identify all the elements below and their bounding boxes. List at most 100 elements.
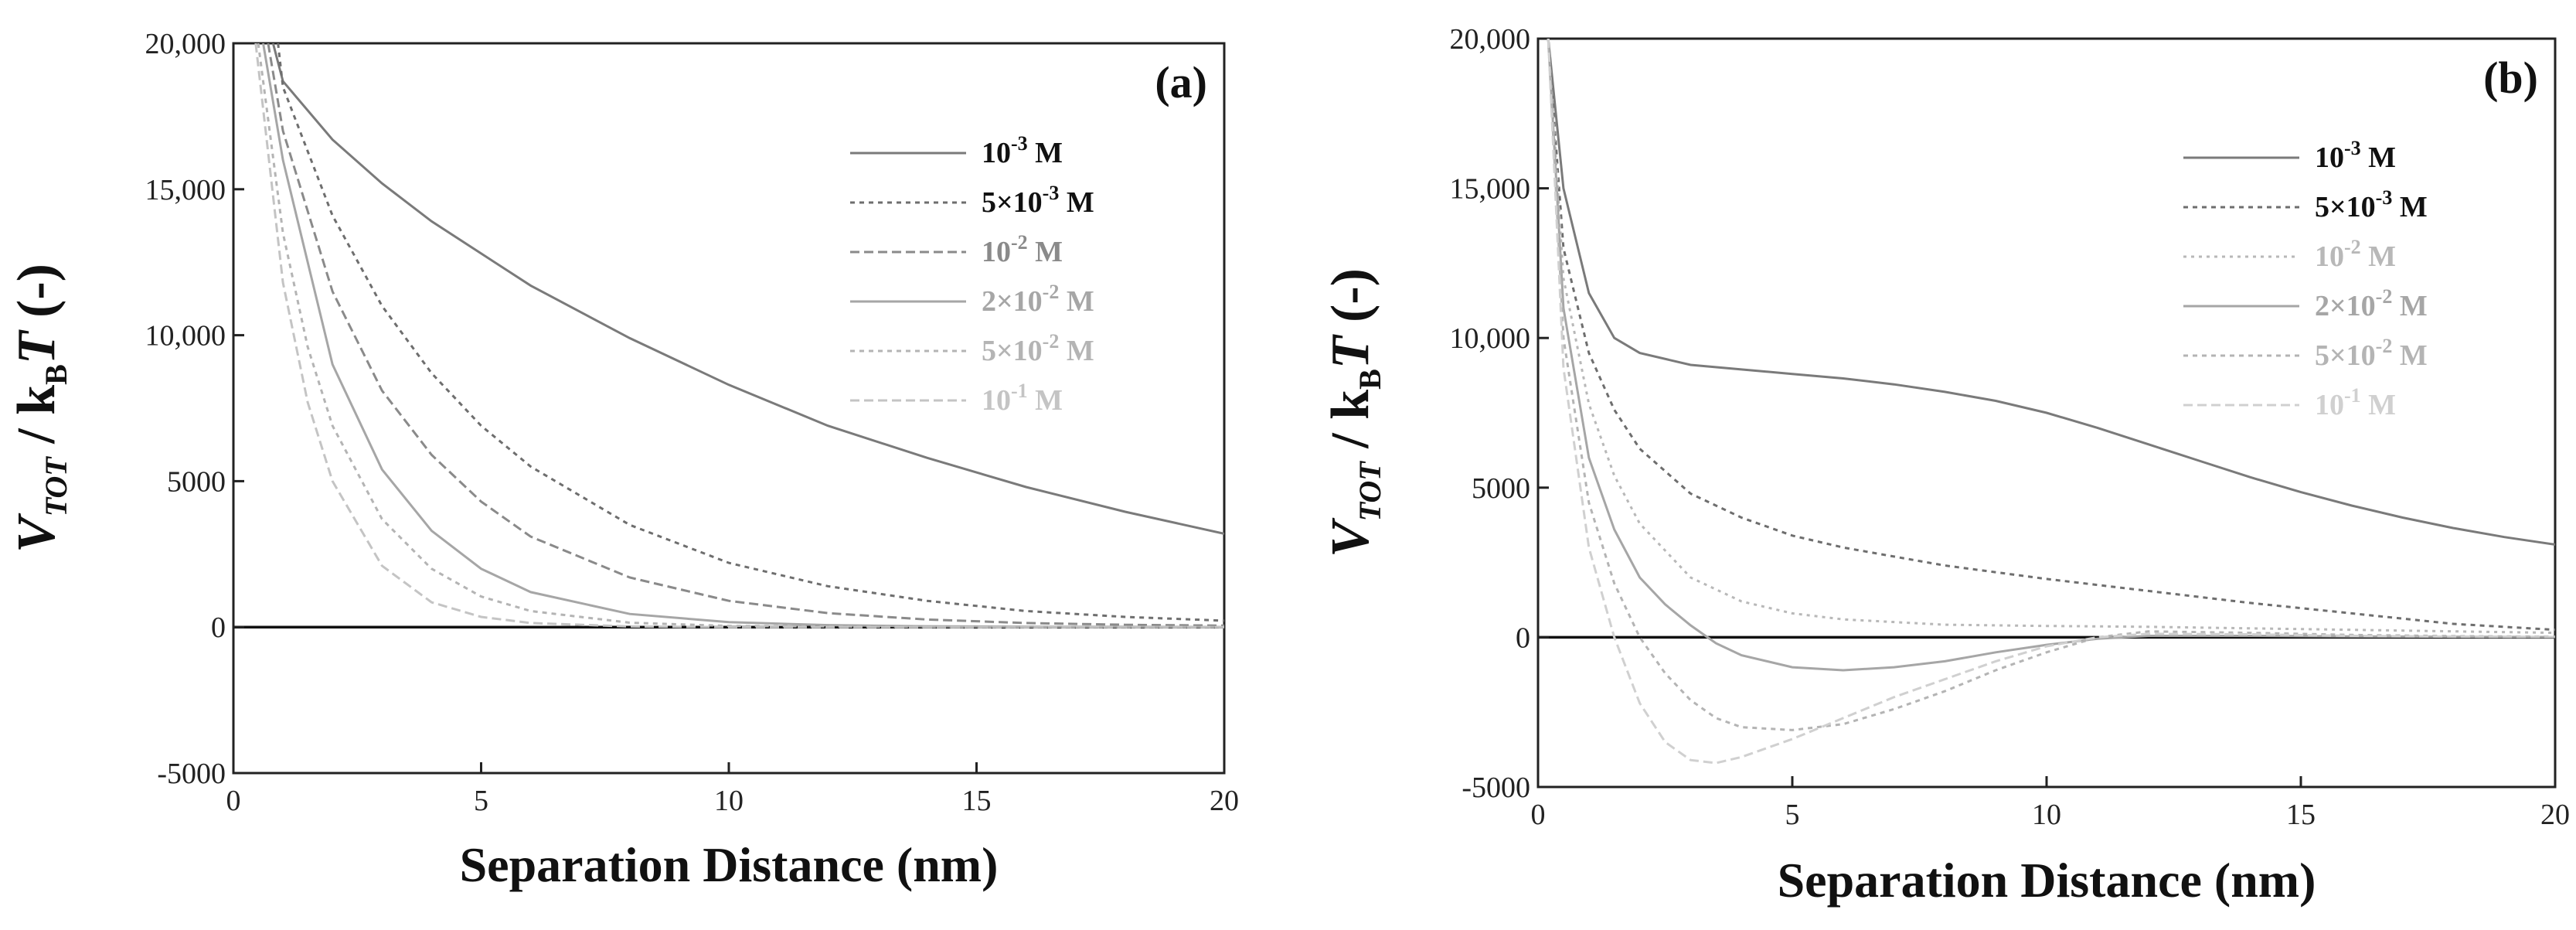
y-axis-label-part: B	[39, 364, 73, 385]
legend-exponent: -1	[1011, 380, 1028, 402]
legend-exponent: -2	[2376, 285, 2393, 308]
y-tick-label: 0	[211, 611, 226, 644]
chart-panel-b: 0 5 10 15 20-50000500010,00015,00020,00010-3…	[1321, 23, 2570, 908]
x-tick-label: 0	[226, 785, 241, 817]
y-tick-label: -5000	[1462, 772, 1530, 804]
legend-unit: M	[2361, 141, 2396, 174]
series-line	[277, 43, 1224, 622]
series-line	[254, 43, 1224, 629]
y-tick-label: 0	[1516, 622, 1530, 654]
x-axis-label: Separation Distance (nm)	[1778, 853, 2316, 908]
x-tick-label: 10	[2032, 799, 2061, 831]
y-axis-label-part: T	[7, 329, 66, 364]
y-axis-label: VTOT / kBT (-)	[7, 264, 73, 553]
series-line	[271, 43, 1224, 535]
y-tick-label: 15,000	[1450, 173, 1531, 206]
legend-unit: M	[2392, 339, 2427, 372]
x-tick-label: 10	[714, 785, 744, 817]
series-line	[1547, 39, 2555, 672]
legend-base: 10	[982, 137, 1011, 169]
y-tick-label: 20,000	[145, 28, 226, 60]
legend-entry: 10-1 M	[982, 380, 1063, 417]
series-line	[1547, 39, 2555, 731]
y-axis-label-part: TOT	[39, 456, 73, 517]
y-tick-label: 5000	[167, 465, 226, 498]
y-axis-label-part: TOT	[1353, 461, 1387, 522]
y-axis-label-part: V	[7, 513, 66, 553]
legend-base: 10	[982, 384, 1011, 417]
panel-label: (a)	[1155, 57, 1207, 107]
legend-base: 10	[982, 236, 1011, 268]
legend-exponent: -2	[1043, 330, 1060, 353]
y-axis-label-part: / k	[1321, 390, 1380, 462]
legend-unit: M	[1059, 285, 1094, 318]
legend-unit: M	[1028, 137, 1063, 169]
x-tick-label: 20	[2540, 799, 2570, 831]
legend-base: 5×10	[982, 186, 1043, 219]
legend-entry: 5×10-3 M	[982, 182, 1094, 219]
legend-base: 10	[2315, 389, 2344, 421]
panel-label: (b)	[2483, 53, 2538, 103]
x-tick-label: 5	[474, 785, 488, 817]
x-tick-label: 0	[1531, 799, 1546, 831]
legend-entry: 10-3 M	[2315, 137, 2396, 174]
legend-exponent: -3	[1011, 132, 1028, 155]
legend-exponent: -3	[2376, 186, 2393, 209]
legend-exponent: -2	[2376, 335, 2393, 357]
legend-base: 2×10	[2315, 290, 2376, 322]
legend-unit: M	[1059, 186, 1094, 219]
y-axis-label: VTOT / kBT (-)	[1321, 268, 1387, 557]
legend-unit: M	[2361, 240, 2396, 273]
legend-entry: 10-3 M	[982, 132, 1063, 169]
legend-entry: 10-2 M	[2315, 236, 2396, 273]
x-tick-label: 15	[2286, 799, 2316, 831]
plot-frame	[232, 42, 1226, 775]
x-axis-label: Separation Distance (nm)	[460, 837, 999, 892]
legend-entry: 2×10-2 M	[982, 281, 1094, 318]
legend-entry: 5×10-3 M	[2315, 186, 2428, 223]
legend-entry: 5×10-2 M	[2315, 335, 2428, 372]
legend-unit: M	[2392, 191, 2427, 223]
y-axis-label-part: B	[1353, 369, 1387, 390]
legend-base: 10	[2315, 240, 2344, 273]
chart-panel-a: 0 5 10 15 20-50000500010,00015,00020,00010-3…	[7, 28, 1239, 892]
legend-entry: 10-1 M	[2315, 384, 2396, 421]
series-line	[1547, 39, 2555, 546]
y-axis-label-part: V	[1321, 517, 1380, 557]
legend-unit: M	[2361, 389, 2396, 421]
series-line	[1547, 39, 2555, 765]
legend-base: 10	[2315, 141, 2344, 174]
x-tick-label: 20	[1210, 785, 1239, 817]
legend-entry: 10-2 M	[982, 231, 1063, 268]
legend-exponent: -3	[1043, 182, 1060, 204]
legend-base: 5×10	[982, 335, 1043, 367]
series-line	[1547, 39, 2555, 635]
legend-exponent: -2	[2344, 236, 2361, 258]
legend-exponent: -3	[2344, 137, 2361, 159]
y-tick-label: 10,000	[1450, 322, 1531, 355]
legend-unit: M	[1028, 384, 1063, 417]
x-tick-label: 5	[1785, 799, 1800, 831]
legend-exponent: -2	[1043, 281, 1060, 303]
y-axis-label-part: (-)	[1321, 268, 1380, 336]
y-axis-label-part: / k	[7, 385, 66, 457]
legend-entry: 2×10-2 M	[2315, 285, 2428, 322]
y-tick-label: 5000	[1472, 472, 1530, 505]
y-tick-label: 15,000	[145, 174, 226, 206]
y-tick-label: 20,000	[1450, 23, 1531, 56]
series-line	[1547, 39, 2555, 632]
series-line	[257, 43, 1224, 629]
legend-entry: 5×10-2 M	[982, 330, 1094, 367]
x-tick-label: 15	[962, 785, 992, 817]
legend-base: 5×10	[2315, 339, 2376, 372]
legend-exponent: -2	[1011, 231, 1028, 254]
series-line	[267, 43, 1224, 627]
y-axis-label-part: (-)	[7, 264, 66, 331]
legend-unit: M	[1028, 236, 1063, 268]
legend-unit: M	[1059, 335, 1094, 367]
y-tick-label: -5000	[157, 758, 226, 790]
legend-exponent: -1	[2344, 384, 2361, 407]
legend-base: 5×10	[2315, 191, 2376, 223]
y-axis-label-part: T	[1321, 333, 1380, 369]
